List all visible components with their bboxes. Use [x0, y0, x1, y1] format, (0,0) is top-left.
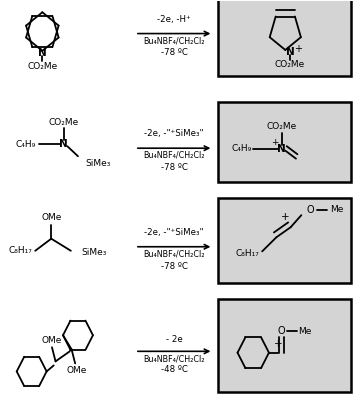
Text: N: N: [278, 144, 286, 153]
Text: C₄H₉: C₄H₉: [16, 140, 36, 149]
Text: OMe: OMe: [67, 366, 87, 375]
Bar: [218, 102, 351, 182]
Text: Me: Me: [298, 327, 311, 336]
Text: Bu₄NBF₄/CH₂Cl₂: Bu₄NBF₄/CH₂Cl₂: [143, 151, 205, 160]
Text: C₈H₁₇: C₈H₁₇: [236, 249, 259, 258]
Text: -2e, -"⁺SiMe₃": -2e, -"⁺SiMe₃": [144, 228, 204, 237]
Text: -2e, -H⁺: -2e, -H⁺: [157, 15, 191, 23]
Text: -78 ºC: -78 ºC: [161, 262, 188, 271]
Text: CO₂Me: CO₂Me: [48, 117, 79, 126]
Text: Bu₄NBF₄/CH₂Cl₂: Bu₄NBF₄/CH₂Cl₂: [143, 249, 205, 258]
Text: -78 ºC: -78 ºC: [161, 48, 188, 58]
Text: SiMe₃: SiMe₃: [85, 159, 110, 168]
Text: +: +: [281, 212, 290, 222]
Text: +: +: [271, 138, 278, 147]
Text: O: O: [307, 205, 314, 215]
Text: O: O: [277, 326, 285, 337]
Text: N: N: [285, 47, 294, 57]
Text: OMe: OMe: [42, 336, 62, 345]
Text: N: N: [59, 139, 68, 149]
Text: C₄H₉: C₄H₉: [232, 144, 252, 153]
Text: - 2e: - 2e: [166, 335, 182, 344]
Bar: [218, 299, 351, 392]
Text: Bu₄NBF₄/CH₂Cl₂: Bu₄NBF₄/CH₂Cl₂: [143, 36, 205, 45]
Text: CO₂Me: CO₂Me: [267, 122, 297, 131]
Text: -48 ºC: -48 ºC: [161, 364, 188, 373]
Text: +: +: [294, 44, 302, 54]
Bar: [218, 0, 351, 76]
Text: CO₂Me: CO₂Me: [27, 62, 57, 70]
Text: N: N: [38, 48, 47, 58]
Text: SiMe₃: SiMe₃: [81, 248, 107, 257]
Text: +: +: [274, 339, 282, 349]
Text: C₈H₁₇: C₈H₁₇: [9, 246, 32, 255]
Text: -2e, -"⁺SiMe₃": -2e, -"⁺SiMe₃": [144, 129, 204, 138]
Text: Me: Me: [330, 205, 344, 214]
Text: Bu₄NBF₄/CH₂Cl₂: Bu₄NBF₄/CH₂Cl₂: [143, 354, 205, 363]
Bar: [218, 198, 351, 283]
Text: -78 ºC: -78 ºC: [161, 163, 188, 172]
Text: OMe: OMe: [41, 213, 61, 222]
Text: CO₂Me: CO₂Me: [275, 60, 305, 69]
